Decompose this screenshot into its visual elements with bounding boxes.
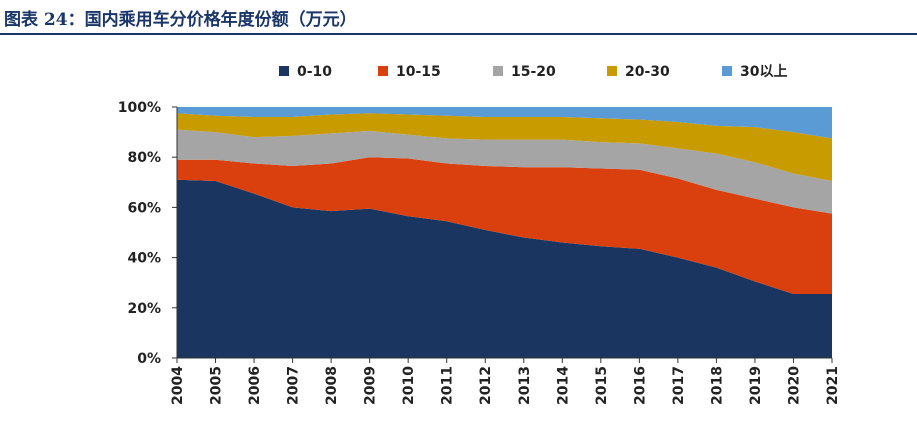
legend-item-2: 15-20: [493, 64, 556, 80]
y-tick-label: 60%: [127, 200, 161, 216]
x-tick-label: 2010: [401, 366, 417, 405]
x-tick-label: 2008: [324, 366, 340, 405]
x-tick-label: 2011: [440, 366, 456, 405]
area-series-1: [177, 157, 832, 294]
legend: 0-10 10-15 15-20 20-30 30以上: [279, 64, 787, 80]
y-tick-label: 40%: [127, 251, 161, 267]
area-series-0: [177, 179, 832, 358]
chart-title: 图表 24：国内乘用车分价格年度份额（万元）: [4, 10, 357, 30]
legend-item-4: 30以上: [722, 64, 787, 80]
title-divider: [0, 33, 917, 35]
legend-label: 15-20: [511, 64, 556, 80]
x-tick-label: 2015: [594, 366, 610, 405]
x-tick-label: 2019: [748, 366, 764, 405]
legend-swatch: [378, 66, 388, 76]
y-tick-label: 80%: [127, 150, 161, 166]
x-tick-label: 2016: [632, 366, 648, 405]
legend-swatch: [279, 66, 289, 76]
axes-group: 0% 20% 40% 60% 80% 100% 2004 2005 2006 2007 2008 20…: [118, 100, 841, 405]
legend-label: 30以上: [740, 64, 787, 80]
x-tick-label: 2014: [555, 366, 571, 405]
legend-swatch: [722, 66, 732, 76]
area-series-3: [177, 113, 832, 182]
legend-label: 0-10: [297, 64, 332, 80]
x-tick-label: 2007: [286, 366, 302, 405]
y-tick-label: 20%: [127, 301, 161, 317]
x-tick-label: 2021: [825, 366, 841, 405]
area-series-4: [177, 107, 832, 139]
area-series-group: [177, 107, 832, 358]
legend-label: 20-30: [625, 64, 670, 80]
x-tick-label: 2018: [709, 366, 725, 405]
x-tick-label: 2020: [786, 366, 802, 405]
area-series-2: [177, 129, 832, 214]
y-tick-label: 0%: [137, 351, 161, 367]
y-tick-label: 100%: [118, 100, 161, 116]
x-tick-label: 2012: [478, 366, 494, 405]
x-tick-label: 2005: [209, 366, 225, 405]
x-tick-label: 2013: [517, 366, 533, 405]
legend-swatch: [607, 66, 617, 76]
x-tick-label: 2004: [170, 366, 186, 405]
x-tick-label: 2009: [363, 366, 379, 405]
x-tick-label: 2017: [671, 366, 687, 405]
title-bar: 图表 24：国内乘用车分价格年度份额（万元）: [0, 0, 917, 35]
legend-item-1: 10-15: [378, 64, 441, 80]
legend-label: 10-15: [396, 64, 441, 80]
x-tick-label: 2006: [247, 366, 263, 405]
legend-item-0: 0-10: [279, 64, 332, 80]
legend-item-3: 20-30: [607, 64, 670, 80]
legend-swatch: [493, 66, 503, 76]
